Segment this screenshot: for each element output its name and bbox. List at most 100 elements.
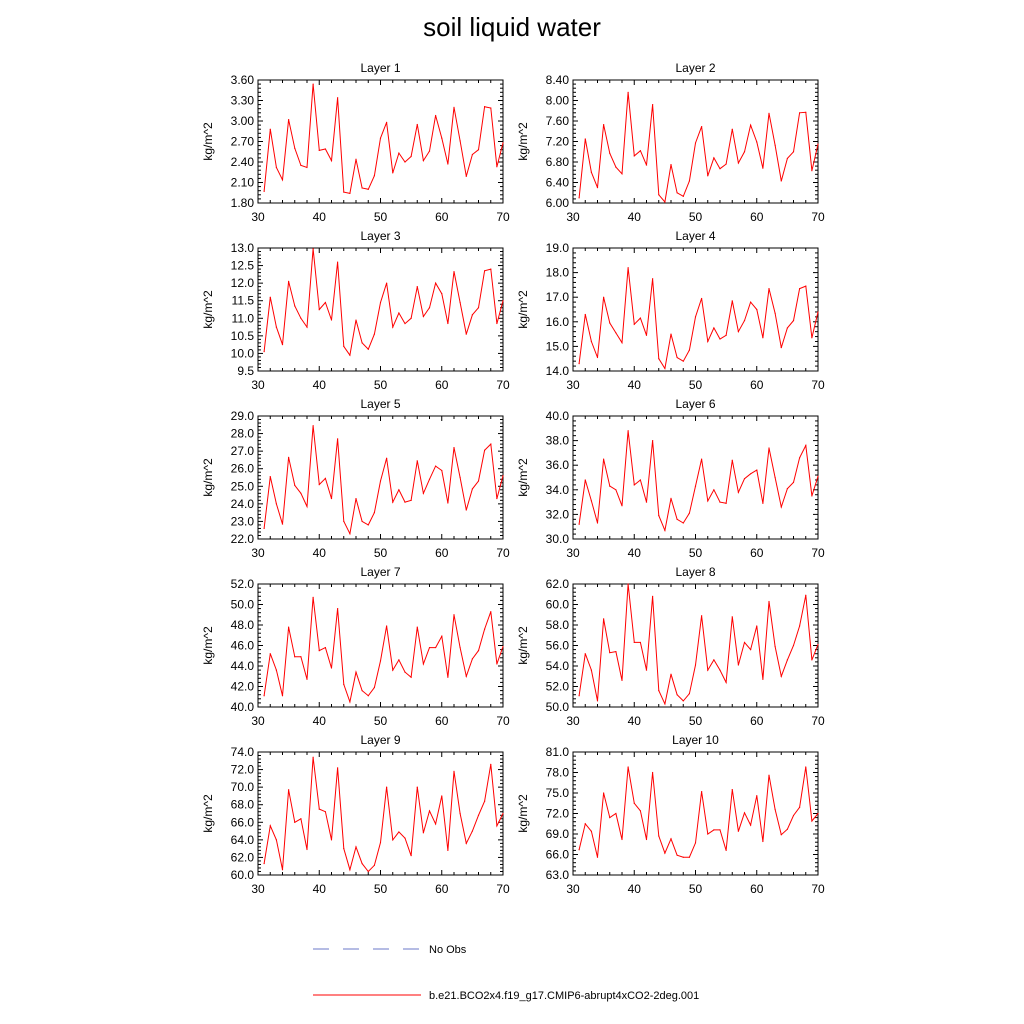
data-point [774,476,776,479]
data-point [713,327,715,329]
data-point [453,106,455,108]
data-point [496,825,498,827]
y-tick-label: 58.0 [546,618,570,632]
data-point [300,317,302,319]
data-point [269,476,271,478]
y-tick-label: 16.0 [546,315,570,329]
y-tick-label: 6.40 [546,176,570,190]
panel-title: Layer 4 [675,229,715,243]
panel-title: Layer 1 [360,61,400,75]
y-axis-label: kg/m^2 [201,290,215,329]
data-point [435,282,437,284]
x-tick-label: 70 [811,546,825,560]
data-point [441,635,443,637]
data-point [768,447,770,449]
data-point [367,870,369,873]
data-point [768,774,770,776]
y-tick-label: 10.5 [231,329,255,343]
data-point [578,197,580,199]
data-point [343,191,345,193]
y-tick-label: 50.0 [231,598,255,612]
data-point [652,771,654,774]
data-point [792,151,795,153]
data-point [701,615,703,617]
series-line [263,84,504,194]
y-tick-label: 38.0 [546,434,570,448]
data-point [447,849,449,852]
data-point [805,594,807,596]
y-tick-label: 8.00 [546,94,570,108]
data-point [330,160,333,162]
x-tick-label: 60 [435,210,449,224]
data-point [707,669,709,671]
data-point [713,157,715,159]
data-point [664,201,666,203]
x-tick-label: 50 [689,378,703,392]
y-tick-label: 52.0 [231,577,255,591]
y-tick-label: 69.0 [546,827,570,841]
data-point [269,653,271,655]
y-axis-label: kg/m^2 [516,122,530,161]
data-point [343,683,345,686]
x-tick-label: 70 [496,546,510,560]
data-point [300,492,302,494]
data-point [670,497,672,500]
data-point [471,153,473,156]
series-line [263,597,504,704]
series-line [578,430,819,533]
data-point [817,812,819,815]
x-tick-label: 40 [628,714,642,728]
data-point [386,121,388,123]
data-point [428,810,431,812]
data-point [817,643,819,646]
data-point [664,367,666,370]
y-tick-label: 36.0 [546,458,570,472]
data-point [676,518,678,520]
data-point [441,469,443,472]
series-line [578,92,819,204]
data-point [330,839,333,841]
y-tick-label: 19.0 [546,241,570,255]
data-point [416,786,418,788]
data-point [811,820,813,822]
y-tick-label: 11.5 [232,294,255,308]
data-point [263,351,265,353]
data-point [633,641,635,644]
data-point [288,280,290,282]
x-tick-label: 30 [251,882,265,896]
x-tick-label: 30 [251,546,265,560]
data-point [416,460,418,462]
data-point [465,675,467,677]
data-point [373,512,375,514]
data-point [306,848,308,851]
x-tick-label: 70 [811,714,825,728]
data-point [694,664,697,666]
data-point [658,835,660,837]
data-point [596,856,599,858]
data-point [441,293,443,295]
data-point [621,173,623,175]
data-point [676,356,678,359]
plot-frame [572,79,819,204]
data-point [435,823,437,825]
y-tick-label: 54.0 [546,659,570,673]
data-point [416,626,418,628]
data-point [688,349,690,351]
data-point [416,286,418,288]
data-point [774,312,776,314]
data-point [465,842,467,844]
data-point [799,287,801,290]
data-point [682,522,684,524]
data-point [596,700,599,702]
data-point [731,616,733,618]
data-point [459,476,461,479]
data-point [615,651,617,653]
panel-title: Layer 8 [675,565,715,579]
y-tick-label: 40.0 [231,700,255,714]
data-point [756,625,758,627]
data-point [275,669,277,671]
data-point [584,479,586,481]
data-point [459,301,461,304]
data-point [343,848,345,850]
data-point [471,488,473,490]
